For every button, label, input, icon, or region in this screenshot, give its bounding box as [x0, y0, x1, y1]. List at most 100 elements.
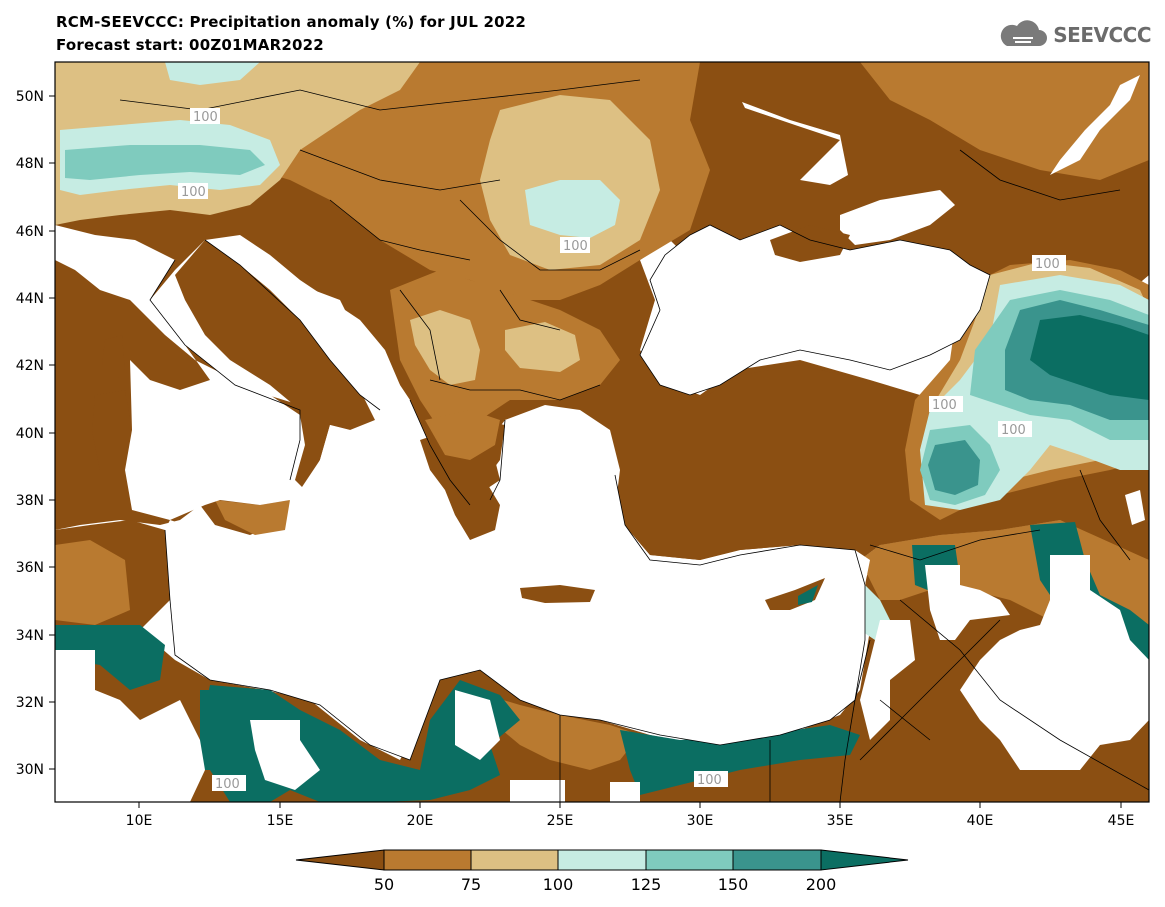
zone-slightly-dry-balkan-2 [505, 322, 580, 372]
nodata-east-spot [1125, 490, 1145, 525]
map-frame [54, 61, 1150, 803]
cloud-icon [1001, 20, 1048, 46]
colorbar-segment-50-75 [383, 849, 472, 871]
coastline-med [149, 239, 866, 761]
colorbar-label: 125 [631, 875, 662, 894]
colorbar-label: 200 [806, 875, 837, 894]
seevccc-logo: SEEVCCC [997, 20, 1151, 50]
nodata-iraq [960, 555, 1149, 770]
contour-label-bg [560, 237, 590, 253]
zone-slightly-dry-balkan-1 [410, 310, 480, 385]
x-tick-label: 25E [547, 813, 574, 829]
contour-label-bg [998, 421, 1032, 437]
y-tick-label: 46N [16, 224, 44, 240]
colorbar-segment-125-150 [645, 849, 734, 871]
forecast-start-label: Forecast start: 00Z01MAR2022 [56, 36, 324, 54]
nodata-levant [860, 620, 915, 740]
land-crete [520, 585, 595, 603]
colorbar-label: 150 [718, 875, 749, 894]
boundaries [119, 79, 1149, 802]
y-tick-label: 30N [16, 762, 44, 778]
reservoirs [742, 75, 1140, 185]
contour-label-bg [212, 775, 246, 791]
mediterranean-sea [55, 225, 870, 760]
contour-label: 100 [193, 110, 218, 125]
contour-label: 100 [697, 773, 722, 788]
zone-dry-nafrica [470, 690, 640, 770]
nodata-libya-2 [250, 720, 320, 790]
x-tick-label: 35E [827, 813, 854, 829]
colorbar-label: 50 [374, 875, 394, 894]
land-greece-dry [425, 410, 500, 460]
contour-label: 100 [181, 185, 206, 200]
zone-extreme-wet-caucasus [1030, 315, 1149, 400]
nodata-libya-3 [455, 690, 500, 760]
y-tick-label: 38N [16, 493, 44, 509]
black-sea [640, 225, 990, 395]
zone-wet-alps [65, 145, 265, 180]
coastline-black-sea [639, 224, 991, 396]
colorbar-labels: 50 75 100 125 150 200 [374, 875, 836, 894]
x-tick-label: 45E [1108, 813, 1135, 829]
x-tick-label: 20E [407, 813, 434, 829]
land-north-africa-west-dry [55, 540, 130, 625]
nodata-libya [55, 650, 205, 802]
y-tick-label: 48N [16, 156, 44, 172]
y-tick-label: 44N [16, 291, 44, 307]
sea-of-azov [840, 190, 955, 245]
land-crimea [770, 225, 850, 262]
aegean-sea [495, 405, 625, 570]
x-tick-label: 10E [126, 813, 153, 829]
contour-label: 100 [563, 239, 588, 254]
colorbar-label: 100 [543, 875, 574, 894]
border-lines [119, 79, 1149, 802]
contour-label-bg [929, 396, 963, 412]
x-axis-labels: 10E 15E 20E 25E 30E 35E 40E 45E [126, 813, 1135, 829]
contour-label-bg [1032, 255, 1066, 271]
land-corsica [102, 335, 125, 385]
land-sardinia [92, 390, 132, 470]
colorbar [295, 849, 909, 871]
zone-very-wet-anatolia [928, 440, 980, 495]
y-tick-label: 40N [16, 426, 44, 442]
y-tick-label: 32N [16, 695, 44, 711]
contour-label: 100 [1001, 423, 1026, 438]
x-tick-label: 15E [267, 813, 294, 829]
y-tick-label: 34N [16, 628, 44, 644]
contour-label-bg [694, 771, 728, 787]
zone-extreme-wet-nafrica [55, 625, 165, 690]
logo-text: SEEVCCC [1053, 23, 1151, 47]
zone-extreme-wet-egypt [620, 725, 860, 795]
y-tick-label: 42N [16, 358, 44, 374]
colorbar-segment-below-50 [295, 849, 385, 871]
y-axis [49, 95, 55, 770]
land-italy [175, 240, 375, 490]
anomaly-field [55, 62, 1149, 802]
colorbar-segment-150-200 [732, 849, 822, 871]
x-tick-label: 40E [967, 813, 994, 829]
colorbar-label: 75 [461, 875, 481, 894]
colorbar-segment-above-200 [820, 849, 909, 871]
lake-dnieper [742, 102, 848, 185]
land-cyprus-wet [798, 585, 818, 605]
adriatic-sea [205, 235, 400, 410]
x-tick-label: 30E [687, 813, 714, 829]
zone-slightly-wet-carpath [525, 180, 620, 238]
contour-label: 100 [1035, 257, 1060, 272]
contour-label: 100 [215, 777, 240, 792]
y-axis-labels: 50N 48N 46N 44N 42N 40N 38N 36N 34N 32N … [16, 89, 44, 778]
zone-slightly-wet-top [165, 62, 260, 85]
contour-label-bg [178, 183, 208, 199]
x-axis [138, 802, 1122, 808]
land-sicily [215, 500, 290, 535]
contour-label: 100 [932, 398, 957, 413]
contour-label-bg [190, 108, 220, 124]
colorbar-segment-100-125 [557, 849, 647, 871]
y-tick-label: 50N [16, 89, 44, 105]
y-tick-label: 36N [16, 560, 44, 576]
contour-labels: 100 100 100 100 100 100 100 100 [178, 108, 1066, 792]
lake-don [1050, 75, 1140, 175]
map-title: RCM-SEEVCCC: Precipitation anomaly (%) f… [56, 13, 527, 31]
nodata-egypt [510, 780, 640, 802]
